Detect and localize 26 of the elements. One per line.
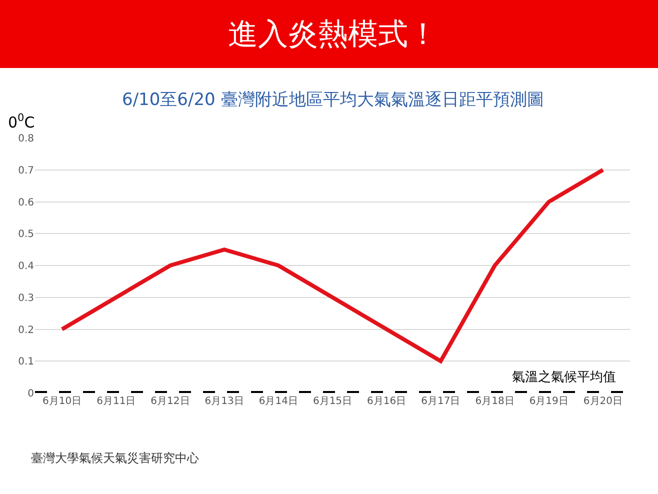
x-tick-label: 6月15日 (312, 396, 352, 407)
x-tick-label: 6月10日 (42, 396, 82, 407)
y-tick-label: 0.2 (18, 324, 34, 336)
chart-title: 進入炎熱模式！ (228, 17, 438, 52)
y-tick-label: 0.5 (18, 229, 34, 240)
text: 臺灣大學氣候天氣災害研究中心 (31, 451, 199, 465)
x-tick-label: 6月17日 (421, 396, 460, 407)
y-tick-label: 0 (28, 388, 34, 400)
y-tick-label: 0.3 (18, 292, 34, 304)
x-tick-label: 6月11日 (96, 396, 136, 407)
ref-line-label: 氣溫之氣候平均值 (512, 370, 616, 385)
x-tick-label: 6月20日 (583, 396, 622, 407)
x-tick-label: 6月19日 (529, 396, 568, 407)
y-tick-label: 0.4 (18, 261, 34, 272)
x-tick-label: 6月14日 (258, 396, 298, 407)
x-tick-label: 6月16日 (367, 396, 406, 407)
y-axis-title: 0$^{0}$C (8, 112, 35, 132)
x-tick-label: 6月13日 (204, 396, 244, 407)
x-tick-label: 6月12日 (150, 396, 190, 407)
y-tick-label: 0.7 (18, 165, 34, 176)
chart-subtitle: 6/10至6/20 臺灣附近地區平均大氣氣溫逐日距平預測圖 (122, 90, 544, 110)
line-series (60, 168, 605, 364)
y-tick-label: 0.8 (18, 134, 34, 144)
y-tick-label: 0.1 (18, 356, 34, 368)
y-tick-label: 0.6 (18, 197, 34, 208)
x-tick-label: 6月18日 (475, 396, 514, 407)
